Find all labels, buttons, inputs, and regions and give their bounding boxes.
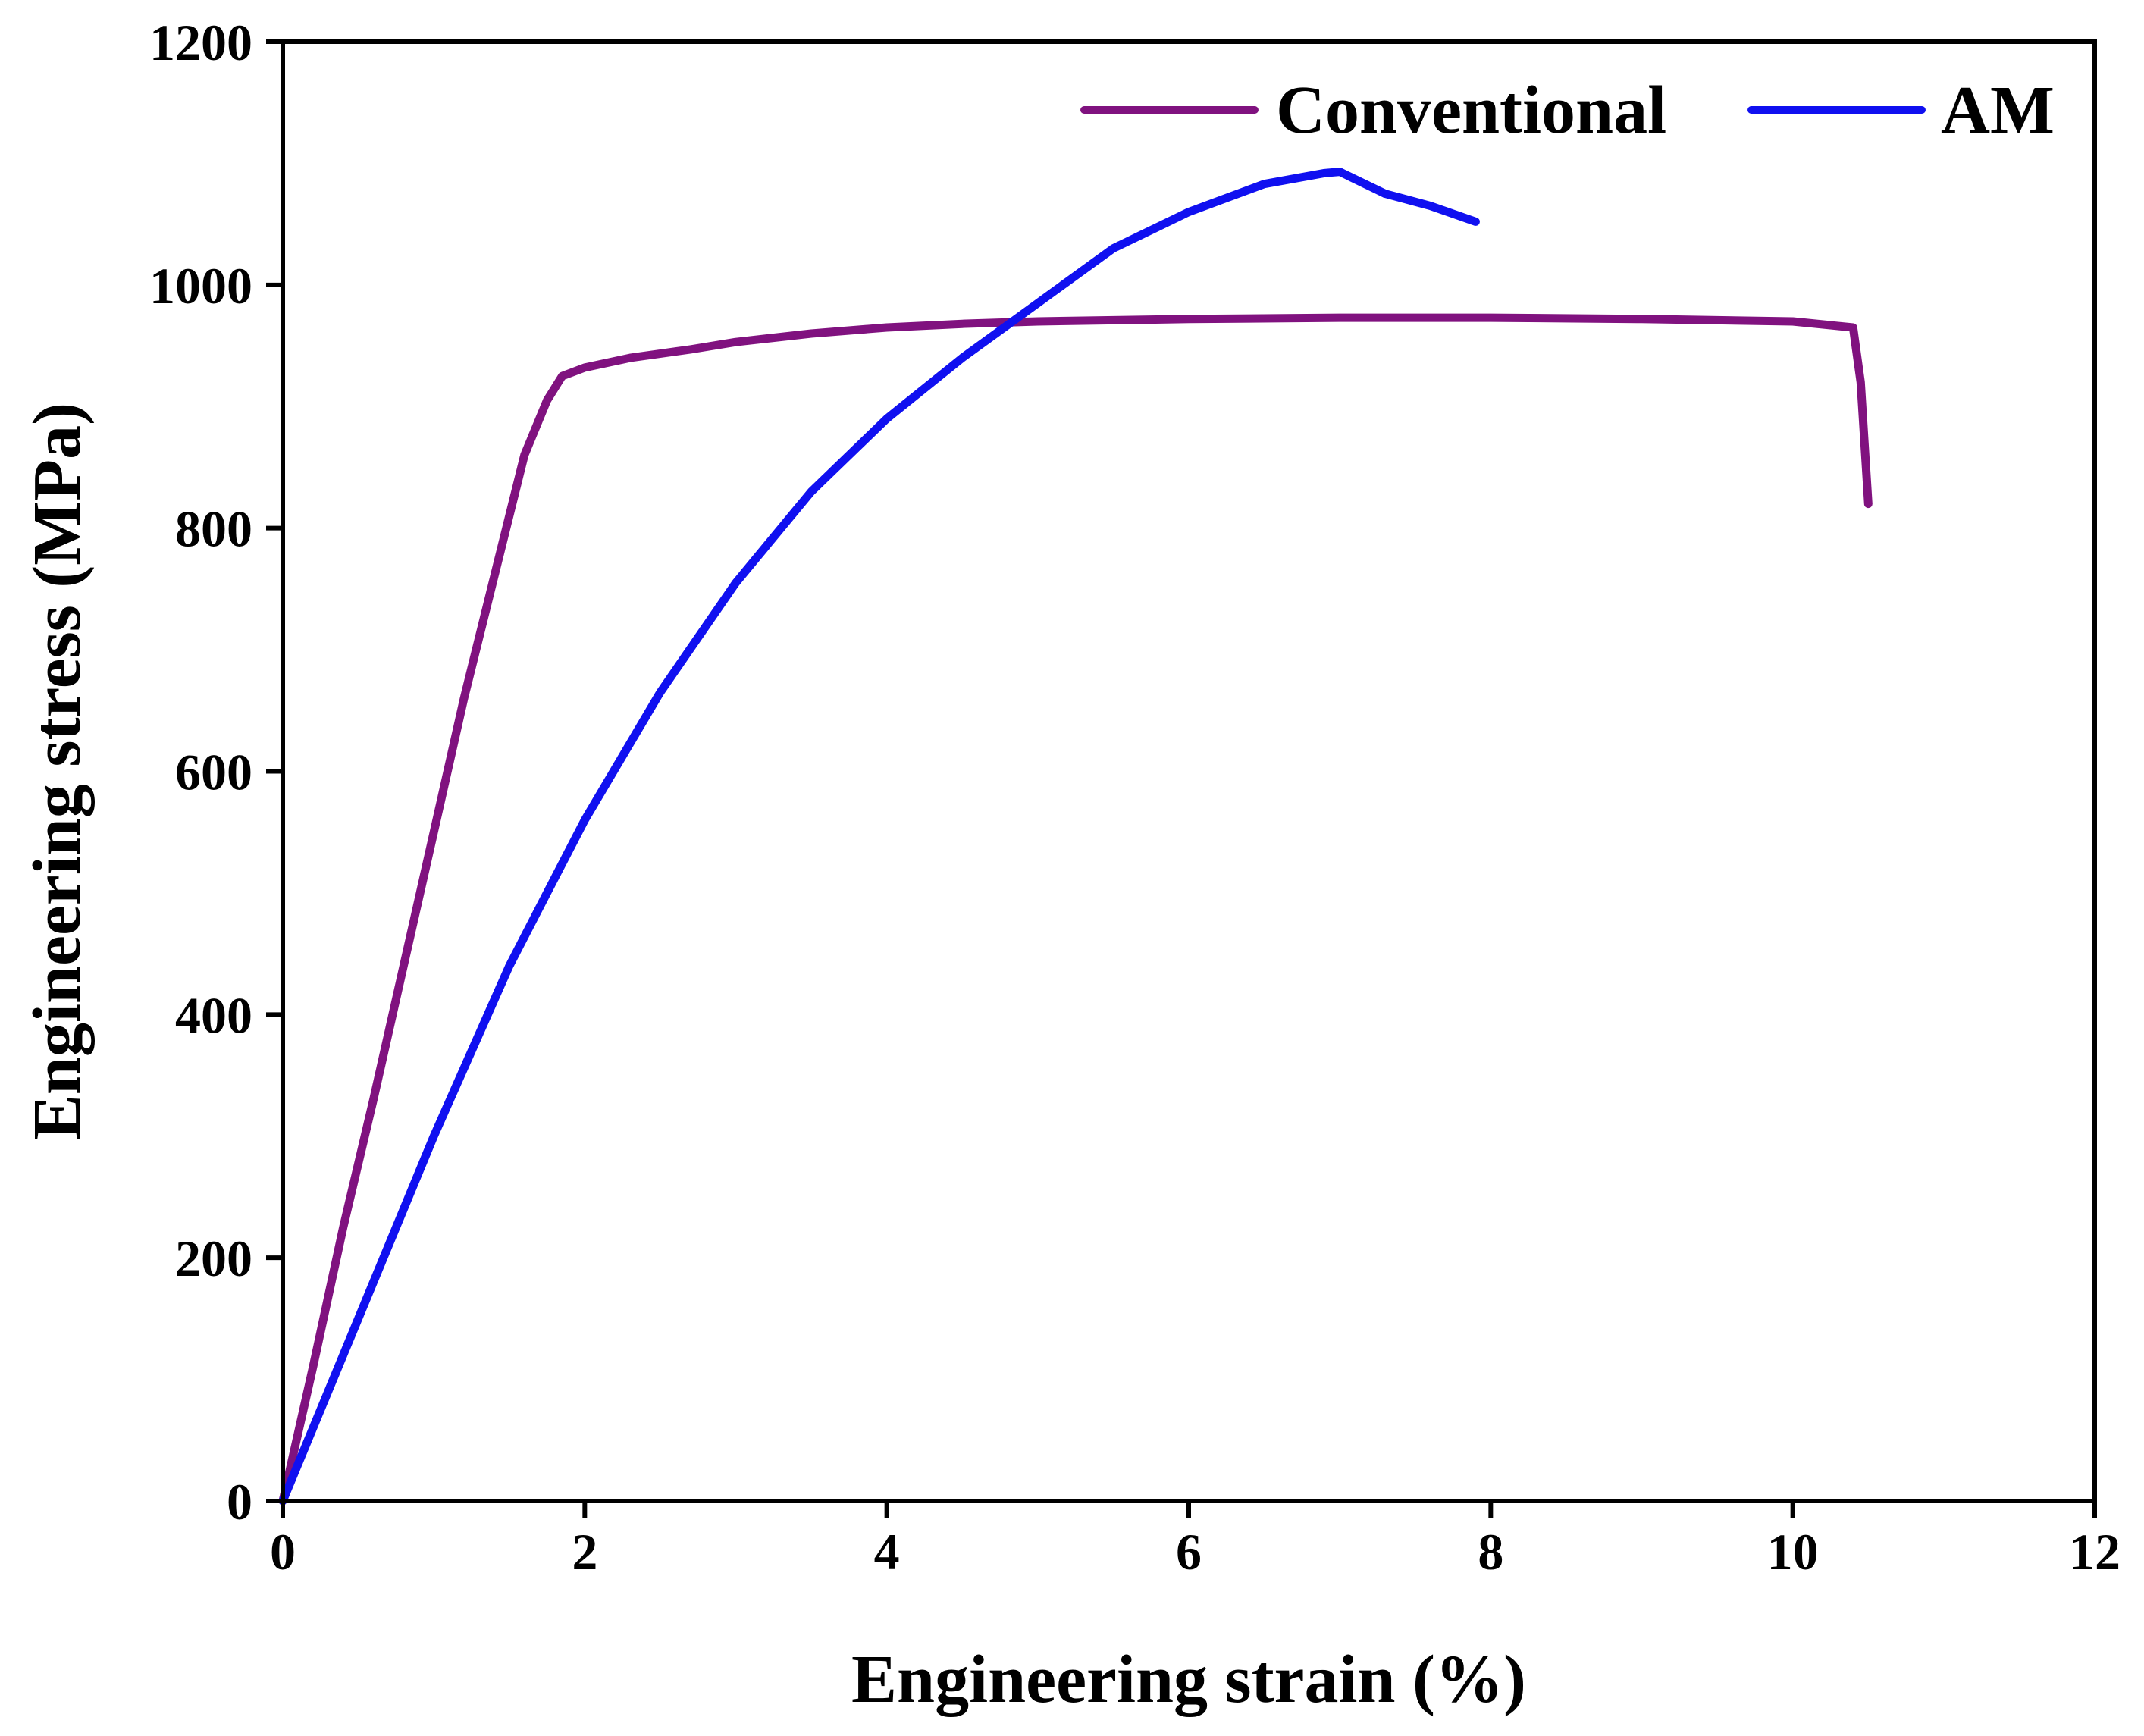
- x-tick-label: 8: [1478, 1523, 1503, 1581]
- plot-frame: [281, 39, 2097, 1503]
- x-axis-label: Engineering strain (%): [851, 1642, 1526, 1717]
- x-tick-label: 4: [874, 1523, 900, 1581]
- y-tick-label: 200: [175, 1230, 252, 1287]
- x-tick-label: 12: [2069, 1523, 2120, 1581]
- x-tick-label: 0: [270, 1523, 296, 1581]
- y-tick-label: 1000: [149, 257, 252, 315]
- x-tick-label: 10: [1767, 1523, 1819, 1581]
- series-layer: [278, 168, 1873, 1506]
- y-tick-label: 1200: [149, 14, 252, 71]
- y-tick-label: 800: [175, 500, 252, 558]
- x-tick-label: 6: [1176, 1523, 1202, 1581]
- y-tick-label: 0: [227, 1473, 252, 1531]
- series-line-conventional: [278, 313, 1873, 1506]
- ticks-layer: 0 2 4 6 8 10 12 0 200 400 600 800 1000 1200: [149, 14, 2120, 1581]
- legend: Conventional AM: [1080, 73, 2055, 148]
- series-line-am: [278, 168, 1480, 1506]
- legend-label-am: AM: [1941, 73, 2055, 148]
- x-tick-label: 2: [572, 1523, 597, 1581]
- y-tick-label: 400: [175, 986, 252, 1044]
- y-tick-label: 600: [175, 744, 252, 801]
- legend-label-conventional: Conventional: [1276, 73, 1666, 148]
- y-axis-label: Engineering stress (MPa): [20, 403, 95, 1140]
